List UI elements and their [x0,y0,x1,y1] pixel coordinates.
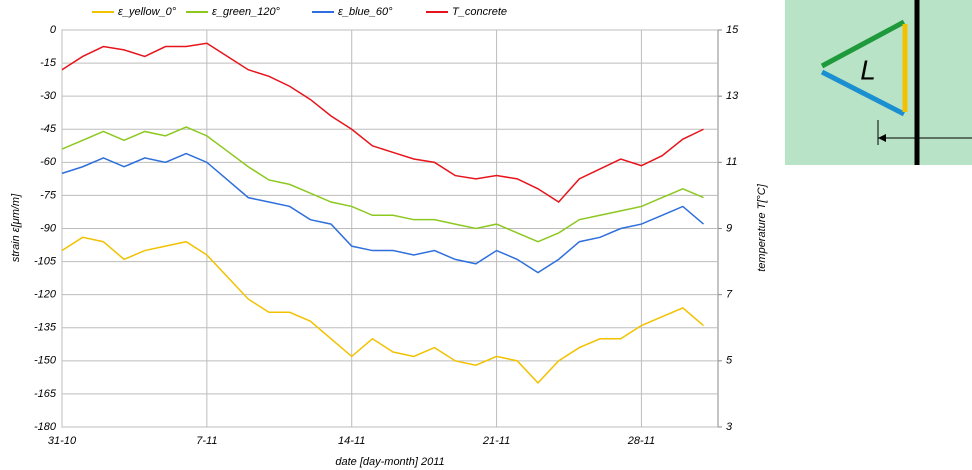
legend-label: T_concrete [452,6,507,18]
y-tick-label: -180 [34,421,57,433]
y-tick-label: -120 [34,289,57,301]
legend-label: ε_green_120° [212,6,281,18]
y-tick-label: -75 [40,189,57,201]
inset-label: L [860,54,876,85]
y2-tick-label: 15 [726,24,739,36]
y2-tick-label: 11 [726,156,737,168]
y2-tick-label: 7 [726,289,733,301]
y-tick-label: -135 [34,322,57,334]
x-tick-label: 28-11 [627,435,655,447]
x-axis-label: date [day-month] 2011 [335,456,444,468]
legend-label: ε_blue_60° [338,6,393,18]
x-tick-label: 21-11 [482,435,510,447]
y-tick-label: 0 [50,24,57,36]
x-tick-label: 7-11 [196,435,217,447]
inset-diagram: L [785,0,972,165]
y2-tick-label: 3 [726,421,733,433]
y2-tick-label: 5 [726,355,733,367]
chart: strain ε[μm/m] temperature T[°C] date [d… [0,0,972,470]
y-tick-label: -15 [40,57,57,69]
y-tick-label: -165 [34,388,57,400]
y2-tick-label: 9 [726,222,732,234]
y-tick-label: -45 [40,123,57,135]
y2-tick-label: 13 [726,90,739,102]
y-axis-label: strain ε[μm/m] [10,193,22,262]
legend-label: ε_yellow_0° [118,6,177,18]
x-tick-label: 31-10 [48,435,77,447]
y-tick-label: -105 [34,255,57,267]
series-line [62,43,704,202]
series-line [62,127,704,242]
y-tick-label: -90 [40,222,57,234]
y-tick-label: -30 [40,90,57,102]
y-tick-label: -60 [40,156,57,168]
x-tick-label: 14-11 [338,435,365,447]
y-tick-label: -150 [34,355,57,367]
y2-axis-label: temperature T[°C] [756,183,768,271]
